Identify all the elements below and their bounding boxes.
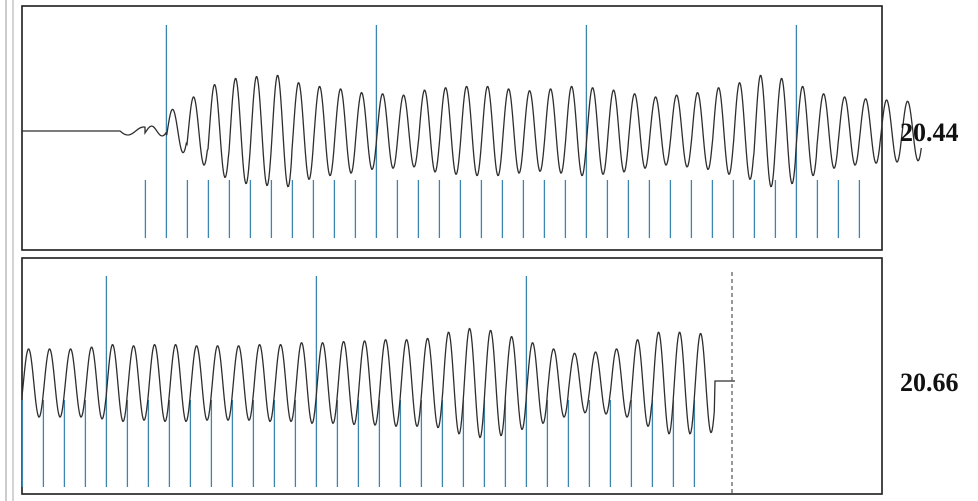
waveform-trace <box>22 74 922 188</box>
value-label-bottom: 20.66 <box>900 368 959 397</box>
panel-top <box>21 5 922 251</box>
panel-bottom <box>21 257 883 495</box>
value-label-top: 20.44 <box>900 118 959 147</box>
panel-frame <box>21 257 883 495</box>
marker-group <box>144 25 861 238</box>
left-margin-lines <box>5 0 14 501</box>
marker-group <box>21 276 696 487</box>
waveform-trace <box>21 327 735 439</box>
panel-frame <box>21 5 883 251</box>
